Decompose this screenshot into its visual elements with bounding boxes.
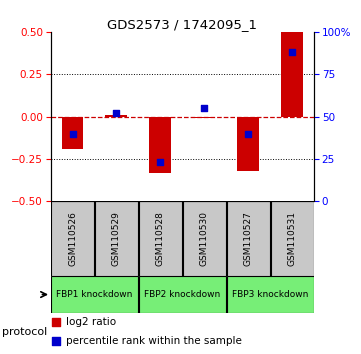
Point [113,110,119,116]
Bar [139,201,182,276]
Text: GSM110530: GSM110530 [200,211,209,266]
Text: FBP3 knockdown: FBP3 knockdown [232,290,308,299]
Point [53,338,59,344]
Point [245,131,251,136]
Bar [271,201,314,276]
Bar [193,116,215,118]
Bar [61,116,83,149]
Bar [237,116,259,171]
Text: protocol: protocol [2,327,47,337]
Bar [227,201,270,276]
Text: GSM110527: GSM110527 [244,211,253,266]
Text: GSM110526: GSM110526 [68,211,77,266]
Bar [227,276,314,313]
Bar [95,201,138,276]
Point [70,131,75,136]
Text: GSM110529: GSM110529 [112,211,121,266]
Point [201,105,207,111]
Text: FBP1 knockdown: FBP1 knockdown [56,290,132,299]
Bar [183,201,226,276]
Bar [149,116,171,172]
Text: percentile rank within the sample: percentile rank within the sample [66,336,242,346]
Bar [281,32,303,116]
Bar [139,276,226,313]
Text: FBP2 knockdown: FBP2 knockdown [144,290,221,299]
Bar [51,276,138,313]
Bar [105,115,127,116]
Point [53,320,59,325]
Bar [51,201,94,276]
Point [289,49,295,55]
Title: GDS2573 / 1742095_1: GDS2573 / 1742095_1 [107,18,257,31]
Text: log2 ratio: log2 ratio [66,318,117,327]
Point [157,160,163,165]
Text: GSM110528: GSM110528 [156,211,165,266]
Text: GSM110531: GSM110531 [288,211,297,266]
